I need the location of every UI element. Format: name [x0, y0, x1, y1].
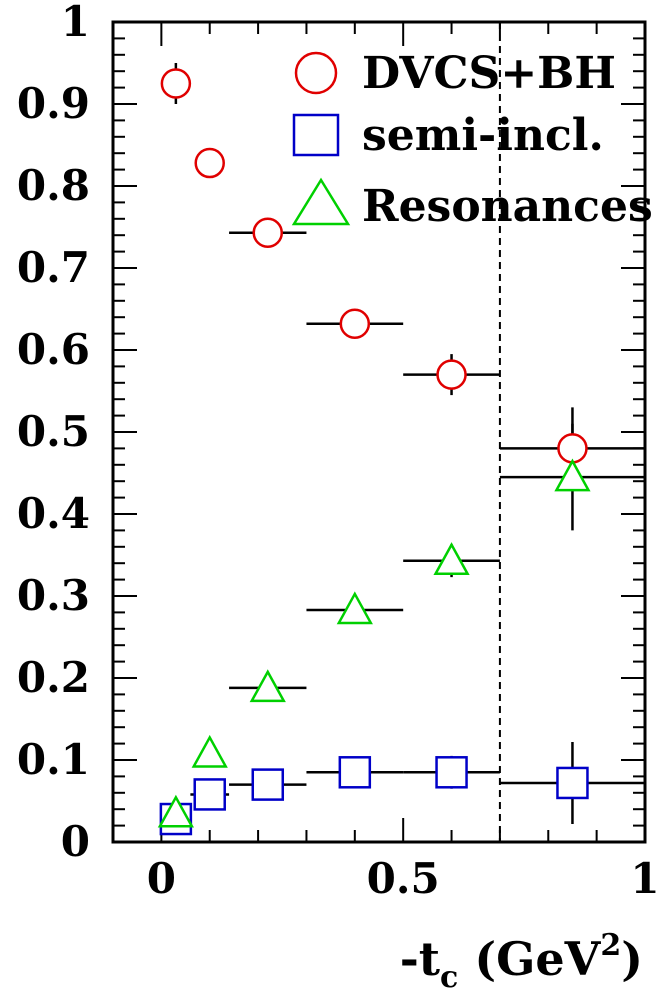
y-tick-label: 1 [61, 0, 90, 46]
dvcs-bh-point [557, 433, 588, 464]
dvcs-bh-point [252, 217, 284, 248]
x-tick-label: 1 [630, 854, 657, 903]
resonances-point [433, 542, 470, 575]
resonances-point [336, 591, 373, 625]
legend-semi-incl-marker [292, 113, 340, 157]
legend-semi-incl-label: semi-incl. [362, 110, 604, 161]
y-tick-label: 0.7 [17, 243, 90, 292]
legend-dvcs-bh-label: DVCS+BH [362, 48, 616, 99]
resonances-point [157, 794, 194, 828]
resonances-point [249, 669, 286, 703]
y-tick-label: 0 [61, 817, 90, 866]
resonances-point [554, 458, 591, 492]
y-tick-label: 0.1 [17, 735, 90, 784]
resonances-point [191, 734, 228, 768]
x-axis-title-unit-open: (GeV [458, 932, 601, 986]
y-tick-label: 0.3 [17, 571, 90, 620]
y-tick-label: 0.6 [17, 325, 90, 374]
x-axis-title-unit-close: ) [621, 932, 643, 986]
semi-incl-point [556, 766, 589, 800]
y-tick-label: 0.2 [17, 653, 90, 702]
y-tick-label: 0.9 [17, 79, 90, 128]
semi-incl-point [435, 756, 468, 789]
legend-resonances-marker [291, 177, 351, 226]
x-axis-title: -tc (GeV2) [400, 928, 643, 989]
x-axis-title-subscript: c [440, 960, 458, 989]
dvcs-bh-point [436, 359, 467, 390]
semi-incl-point [251, 768, 285, 801]
x-axis-title-main: -t [400, 932, 441, 986]
y-tick-label: 0.8 [17, 161, 90, 210]
y-tick-label: 0.5 [17, 407, 90, 456]
semi-incl-point [338, 756, 372, 789]
legend-resonances-label: Resonances [362, 181, 653, 232]
dvcs-bh-point [160, 68, 192, 99]
dvcs-bh-point [194, 147, 225, 179]
y-tick-label: 0.4 [17, 489, 90, 538]
semi-incl-point [193, 778, 226, 811]
x-tick-label: 0.5 [367, 854, 440, 903]
legend-dvcs-bh-marker [294, 51, 338, 95]
x-tick-label: 0 [147, 854, 176, 903]
x-axis-title-unit-sup: 2 [600, 928, 621, 963]
dvcs-bh-point [339, 308, 371, 340]
